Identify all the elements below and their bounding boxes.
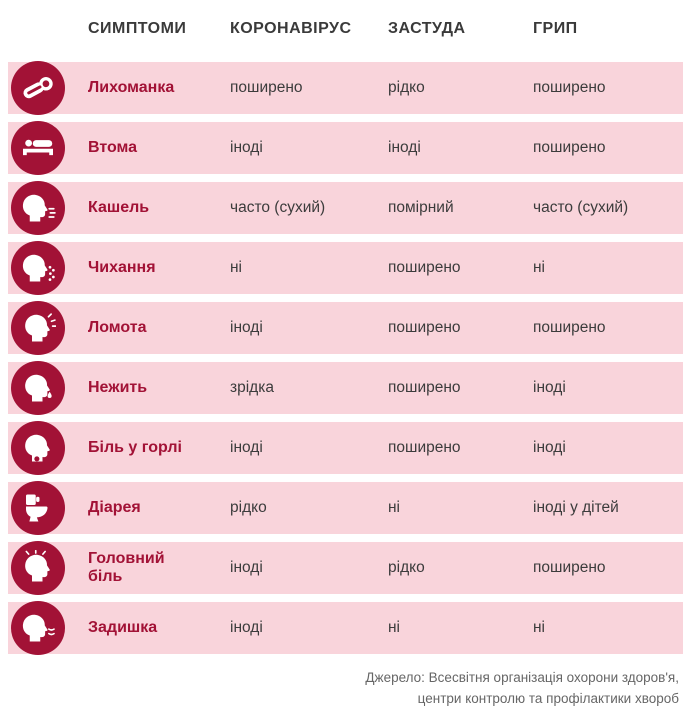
flu-value: поширено [533,79,606,96]
flu-value: поширено [533,559,606,576]
row-icon-cell [8,241,88,295]
flu-value: поширено [533,319,606,336]
symptom-label: Біль у горлі [88,438,182,456]
breathless-face-icon [11,601,65,655]
row-icon-cell [8,421,88,475]
table-row: Нежить зрідка поширено іноді [8,361,683,415]
column-header-flu: ГРИП [533,20,578,37]
cold-value: поширено [388,379,461,396]
cold-value: ні [388,499,401,516]
coronavirus-value: часто (сухий) [230,199,326,216]
row-icon-cell [8,481,88,535]
cold-value: рідко [388,559,425,576]
flu-value: ні [533,259,546,276]
table-row: Кашель часто (сухий) помірний часто (сух… [8,181,683,235]
coronavirus-value: ні [230,259,243,276]
row-icon-cell [8,541,88,595]
runny-nose-face-icon [11,361,65,415]
cold-value: помірний [388,199,454,216]
cold-value: ні [388,619,401,636]
table-row: Чихання ні поширено ні [8,241,683,295]
coronavirus-value: рідко [230,499,267,516]
thermometer-icon [11,61,65,115]
source-line-1: Джерело: Всесвітня організація охорони з… [365,670,679,685]
coronavirus-value: іноді [230,439,263,456]
table-header: СИМПТОМИ КОРОНАВІРУС ЗАСТУДА ГРИП [8,20,683,38]
toilet-icon [11,481,65,535]
flu-value: іноді [533,379,566,396]
row-icon-cell [8,61,88,115]
symptom-label: Чихання [88,258,156,276]
symptom-label: Діарея [88,498,141,516]
symptom-label: Втома [88,138,138,156]
coronavirus-value: іноді [230,619,263,636]
cold-value: іноді [388,139,421,156]
symptom-label: Задишка [88,618,158,636]
cold-value: рідко [388,79,425,96]
table-row: Ломота іноді поширено поширено [8,301,683,355]
row-icon-cell [8,181,88,235]
coronavirus-value: іноді [230,139,263,156]
sneezing-face-icon [11,241,65,295]
table-body: Лихоманка поширено рідко поширено Втома … [8,61,683,662]
table-row: Діарея рідко ні іноді у дітей [8,481,683,535]
table-row: Біль у горлі іноді поширено іноді [8,421,683,475]
coronavirus-value: іноді [230,319,263,336]
headache-face-icon [11,541,65,595]
column-header-symptoms: СИМПТОМИ [88,20,187,37]
symptom-label: Ломота [88,318,147,336]
table-row: Задишка іноді ні ні [8,601,683,655]
column-header-cold: ЗАСТУДА [388,20,466,37]
flu-value: поширено [533,139,606,156]
symptom-label: Головний біль [88,549,165,585]
cold-value: поширено [388,319,461,336]
coronavirus-value: іноді [230,559,263,576]
cold-value: поширено [388,259,461,276]
symptom-label: Лихоманка [88,78,175,96]
flu-value: іноді [533,439,566,456]
table-row: Головний біль іноді рідко поширено [8,541,683,595]
source-note: Джерело: Всесвітня організація охорони з… [8,662,683,710]
symptom-label: Кашель [88,198,150,216]
row-icon-cell [8,301,88,355]
sore-throat-face-icon [11,421,65,475]
source-line-2: центри контролю та профілактики хвороб [417,690,679,706]
row-icon-cell [8,601,88,655]
coronavirus-value: поширено [230,79,303,96]
column-header-coronavirus: КОРОНАВІРУС [230,20,352,37]
symptom-label: Нежить [88,378,148,396]
aches-face-icon [11,301,65,355]
coronavirus-value: зрідка [230,379,274,396]
bed-icon [11,121,65,175]
row-icon-cell [8,121,88,175]
flu-value: ні [533,619,546,636]
flu-value: часто (сухий) [533,199,629,216]
table-row: Втома іноді іноді поширено [8,121,683,175]
cold-value: поширено [388,439,461,456]
table-row: Лихоманка поширено рідко поширено [8,61,683,115]
coughing-face-icon [11,181,65,235]
row-icon-cell [8,361,88,415]
flu-value: іноді у дітей [533,499,619,516]
